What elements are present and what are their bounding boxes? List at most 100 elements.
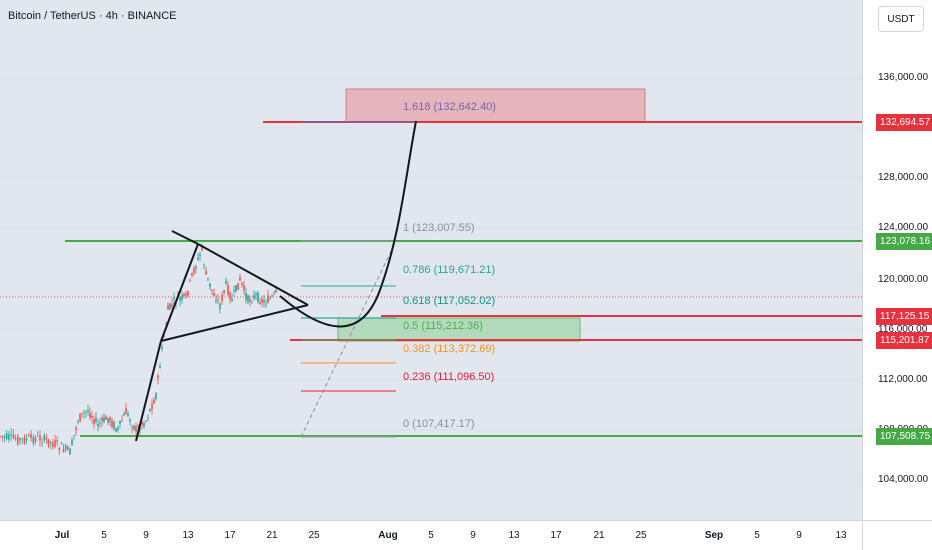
- candle-body: [241, 282, 243, 285]
- candle-body: [263, 299, 265, 303]
- time-axis[interactable]: [0, 520, 862, 550]
- projection-curve[interactable]: [279, 120, 417, 328]
- candle-body: [167, 305, 169, 310]
- candle-body: [58, 447, 61, 450]
- candle-body: [205, 271, 207, 275]
- candle-body: [71, 439, 73, 446]
- candle-body: [107, 418, 109, 423]
- candle-body: [199, 254, 201, 257]
- candle-body: [191, 273, 193, 276]
- time-tick: 9: [143, 530, 149, 541]
- candle-body: [19, 438, 21, 441]
- time-tick: 21: [266, 530, 278, 541]
- candle-body: [119, 420, 121, 424]
- candle-body: [161, 346, 163, 350]
- candle-body: [179, 297, 181, 301]
- price-tick: 116,000.00: [878, 324, 928, 335]
- candle-body: [1, 435, 4, 437]
- candle-body: [56, 440, 58, 442]
- candle-body: [73, 435, 75, 436]
- target-zone-box[interactable]: [345, 88, 646, 123]
- candle-body: [259, 302, 261, 304]
- candlestick-series[interactable]: [0, 243, 277, 455]
- time-tick: Jul: [54, 530, 70, 541]
- candle-body: [193, 268, 195, 274]
- candle-body: [133, 425, 135, 430]
- time-tick: 5: [428, 530, 434, 541]
- candle-body: [197, 257, 199, 260]
- candle-body: [151, 403, 153, 410]
- candle-body: [169, 303, 171, 309]
- candle-body: [32, 436, 35, 444]
- candle-body: [113, 421, 115, 429]
- time-tick: 9: [470, 530, 476, 541]
- currency-button[interactable]: USDT: [878, 6, 924, 32]
- time-tick: 17: [550, 530, 562, 541]
- candle-body: [91, 415, 93, 419]
- candle-body: [30, 434, 32, 439]
- candle-body: [16, 436, 19, 445]
- candle-body: [89, 412, 91, 418]
- candle-body: [157, 375, 159, 379]
- candle-body: [215, 300, 217, 303]
- candle-body: [225, 280, 227, 284]
- candle-body: [143, 423, 145, 427]
- candle-body: [201, 246, 203, 250]
- candle-body: [219, 304, 221, 309]
- fib-retracement[interactable]: [300, 121, 414, 438]
- time-tick: 9: [796, 530, 802, 541]
- candle-body: [247, 295, 249, 303]
- candle-body: [79, 413, 81, 422]
- candle-body: [275, 290, 277, 293]
- candle-body: [23, 436, 26, 444]
- candle-body: [207, 277, 209, 279]
- candle-body: [189, 279, 191, 281]
- price-tick: 120,000.00: [878, 274, 929, 285]
- candle-body: [217, 299, 219, 301]
- candle-body: [121, 420, 123, 422]
- price-tick: 104,000.00: [878, 474, 929, 485]
- price-tick: 124,000.00: [878, 222, 929, 233]
- candle-body: [185, 293, 187, 296]
- candle-body: [257, 292, 259, 302]
- triangle-pattern[interactable]: [135, 230, 309, 442]
- candle-body: [153, 399, 155, 404]
- candle-body: [43, 434, 46, 441]
- price-label-117125: 117,125.15: [876, 308, 932, 325]
- candle-body: [21, 438, 24, 440]
- time-tick: 13: [835, 530, 847, 541]
- candle-body: [127, 413, 129, 416]
- candle-body: [129, 419, 131, 422]
- price-label-132694: 132,694.57: [876, 114, 932, 131]
- candle-body: [183, 293, 185, 296]
- time-tick: 5: [754, 530, 760, 541]
- candle-body: [227, 285, 229, 295]
- candle-body: [5, 433, 8, 439]
- candle-body: [39, 435, 41, 441]
- chart-plot-area[interactable]: 1.618 (132,642.40) 1 (123,007.55) 0.786 …: [0, 0, 862, 520]
- fib-label-0236: 0.236 (111,096.50): [403, 371, 494, 383]
- candle-body: [145, 420, 147, 422]
- candle-body: [213, 293, 215, 296]
- chart-canvas[interactable]: 1.618 (132,642.40) 1 (123,007.55) 0.786 …: [0, 0, 862, 520]
- time-tick: 5: [101, 530, 107, 541]
- candle-body: [115, 428, 117, 432]
- candle-body: [101, 417, 103, 421]
- candle-body: [105, 416, 107, 420]
- candle-body: [10, 433, 12, 435]
- candle-body: [54, 440, 56, 447]
- fib-label-1618: 1.618 (132,642.40): [403, 101, 496, 113]
- axis-corner: [862, 520, 932, 550]
- candle-body: [159, 366, 161, 369]
- price-label-123078: 123,078.16: [876, 233, 932, 250]
- time-tick: Sep: [704, 530, 724, 541]
- candle-body: [75, 427, 77, 431]
- candle-body: [255, 293, 257, 295]
- candle-body: [0, 435, 1, 437]
- time-tick: 21: [593, 530, 605, 541]
- candle-body: [149, 408, 151, 412]
- time-tick: 25: [635, 530, 647, 541]
- candle-body: [203, 264, 205, 266]
- candle-body: [237, 282, 239, 290]
- candle-body: [147, 417, 149, 419]
